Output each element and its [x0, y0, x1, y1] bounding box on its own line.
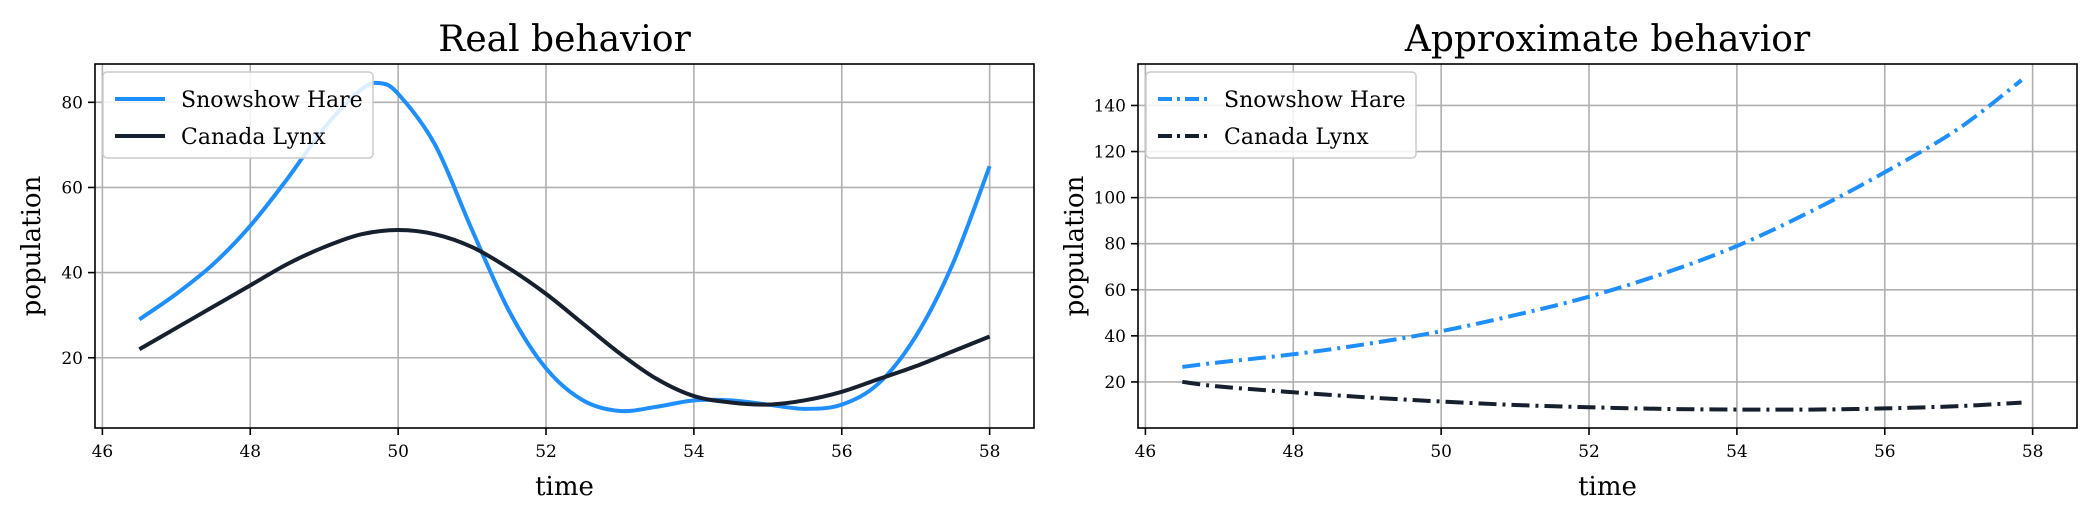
- real-legend-box: [102, 71, 374, 159]
- approx-y-tick-label: 80: [1104, 235, 1126, 255]
- approx-y-tick-label: 120: [1094, 143, 1126, 163]
- approx-chart: 46 48 50 52 54 56 58 20 40 60 80 100 120 140 Approxima…: [1060, 19, 2078, 502]
- approx-legend-label-0: Snowshow Hare: [1224, 88, 1406, 113]
- approx-x-tick-label: 46: [1135, 442, 1157, 462]
- real-y-tick-label: 80: [61, 93, 83, 113]
- approx-chart-title: Approximate behavior: [1404, 19, 1811, 60]
- approx-legend: Snowshow Hare Canada Lynx: [1145, 71, 1417, 159]
- approx-legend-label-1: Canada Lynx: [1224, 125, 1369, 150]
- real-x-tick-label: 54: [683, 442, 705, 462]
- approx-legend-box: [1145, 71, 1417, 159]
- approx-plot-frame: [1137, 63, 2078, 429]
- real-x-tick-label: 48: [239, 442, 261, 462]
- real-x-tick-label: 58: [979, 442, 1001, 462]
- approx-x-axis-label: time: [1578, 472, 1637, 502]
- real-y-tick-label: 60: [61, 178, 83, 198]
- real-chart: 46 48 50 52 54 56 58 20 40 60 80 Real behavior time p…: [17, 19, 1035, 502]
- approx-x-tick-label: 52: [1578, 442, 1600, 462]
- real-legend: Snowshow Hare Canada Lynx: [102, 71, 374, 159]
- real-legend-label-0: Snowshow Hare: [181, 88, 363, 113]
- real-y-axis-label: population: [17, 175, 47, 316]
- real-plot-frame: [94, 63, 1035, 429]
- real-x-tick-label: 56: [831, 442, 853, 462]
- real-chart-title: Real behavior: [438, 19, 691, 60]
- approx-y-tick-label: 140: [1094, 96, 1126, 116]
- real-x-tick-label: 46: [92, 442, 114, 462]
- real-x-tick-label: 50: [387, 442, 409, 462]
- approx-y-axis-label: population: [1060, 175, 1090, 316]
- real-series-line-0: [138, 80, 992, 414]
- approx-series-line-0: [1182, 78, 2023, 369]
- approx-y-tick-label: 40: [1104, 327, 1126, 347]
- real-y-tick-label: 20: [61, 349, 83, 369]
- approx-y-tick-label: 100: [1094, 189, 1126, 209]
- real-x-tick-label: 52: [535, 442, 557, 462]
- approx-x-tick-label: 58: [2022, 442, 2044, 462]
- real-y-tick-label: 40: [61, 264, 83, 284]
- approx-x-tick-label: 54: [1726, 442, 1748, 462]
- approx-x-tick-label: 48: [1282, 442, 1304, 462]
- real-legend-label-1: Canada Lynx: [181, 125, 326, 150]
- approx-x-tick-label: 50: [1430, 442, 1452, 462]
- approx-y-tick-label: 60: [1104, 281, 1126, 301]
- approx-x-tick-label: 56: [1874, 442, 1896, 462]
- approx-series-line-1: [1182, 379, 2022, 412]
- real-x-axis-label: time: [535, 472, 594, 502]
- real-series-line-1: [138, 228, 991, 407]
- approx-y-tick-label: 20: [1104, 373, 1126, 393]
